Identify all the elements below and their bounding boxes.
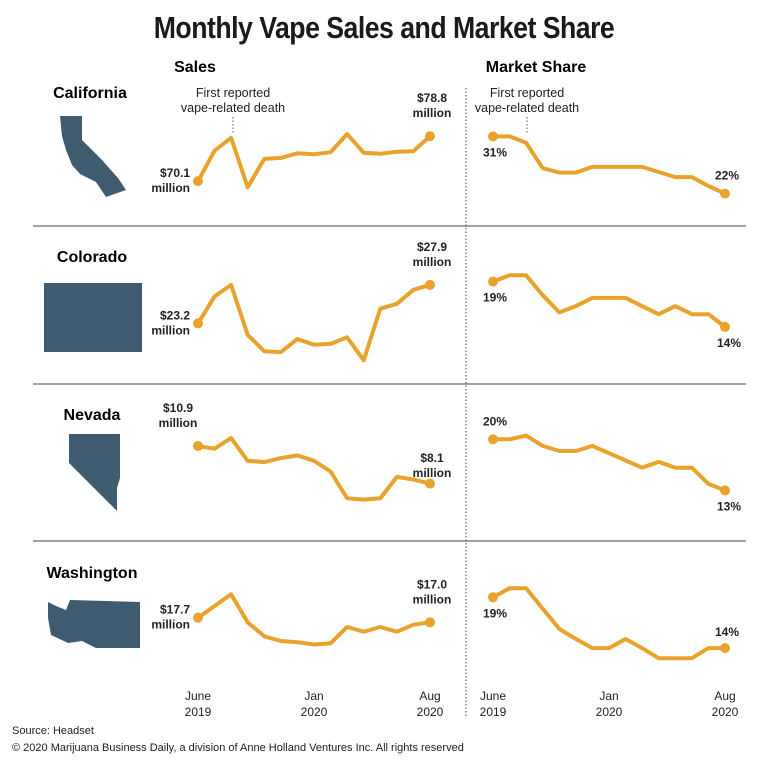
california-sales-start-label: $70.1: [160, 166, 190, 180]
washington-sales-start-label: million: [151, 618, 190, 632]
x-tick-label: Aug: [419, 689, 440, 703]
nevada-share-start-label: 20%: [483, 414, 507, 428]
california-share-end-label: 22%: [715, 169, 739, 183]
california-share-start-point: [488, 131, 498, 142]
nevada-sales-start-label: $10.9: [163, 401, 193, 415]
colorado-map-icon: [44, 283, 142, 352]
sales-annotation-line1: First reported: [196, 86, 270, 100]
washington-sales-end-label: million: [413, 592, 452, 606]
colorado-sales-start-label: $23.2: [160, 308, 190, 322]
nevada-map-icon: [69, 434, 120, 511]
colorado-share-end-label: 14%: [717, 336, 741, 350]
x-tick-label: Aug: [714, 689, 735, 703]
nevada-share-end-label: 13%: [717, 499, 741, 513]
washington-map-icon: [48, 600, 140, 648]
x-tick-label: June: [185, 689, 211, 703]
nevada-sales-end-label: million: [413, 466, 452, 480]
colorado-sales-end-label: million: [413, 255, 452, 269]
copyright-note: © 2020 Marijuana Business Daily, a divis…: [12, 742, 464, 754]
colorado-share-start-label: 19%: [483, 291, 507, 305]
washington-sales-start-point: [193, 612, 203, 623]
state-name-california: California: [53, 85, 127, 102]
state-name-colorado: Colorado: [57, 249, 127, 266]
washington-share-end-point: [720, 643, 730, 654]
california-share-end-point: [720, 188, 730, 199]
colorado-sales-start-label: million: [151, 323, 190, 337]
x-tick-label: Jan: [599, 689, 618, 703]
washington-sales-end-label: $17.0: [417, 577, 447, 591]
california-sales-start-label: million: [151, 181, 190, 195]
california-sales-end-label: million: [413, 106, 452, 120]
x-tick-label: 2020: [301, 705, 328, 719]
california-sales-end-point: [425, 131, 435, 142]
washington-sales-start-label: $17.7: [160, 603, 190, 617]
sales-annotation-line2: vape-related death: [181, 101, 285, 115]
state-name-washington: Washington: [47, 565, 138, 582]
california-sales-start-point: [193, 176, 203, 187]
chart-title: Monthly Vape Sales and Market Share: [153, 10, 615, 45]
colorado-sales-start-point: [193, 318, 203, 329]
x-tick-label: 2020: [596, 705, 623, 719]
x-tick-label: June: [480, 689, 506, 703]
share-annotation-line2: vape-related death: [475, 101, 579, 115]
share-annotation-line1: First reported: [490, 86, 564, 100]
x-tick-label: 2020: [417, 705, 444, 719]
colorado-share-line: [491, 273, 727, 329]
california-share-start-label: 31%: [483, 145, 507, 159]
x-tick-label: Jan: [304, 689, 323, 703]
colorado-sales-end-point: [425, 279, 435, 290]
washington-share-line: [491, 586, 727, 661]
nevada-sales-line: [196, 436, 432, 502]
nevada-sales-start-label: million: [159, 416, 198, 430]
chart-marks: $70.1million$78.8million31%22%$23.2milli…: [151, 91, 741, 661]
california-share-line: [491, 134, 727, 196]
california-map-icon: [60, 116, 126, 197]
washington-share-start-point: [488, 592, 498, 603]
washington-share-end-label: 14%: [715, 625, 739, 639]
nevada-sales-start-point: [193, 441, 203, 452]
washington-sales-line: [196, 592, 432, 647]
x-tick-label: 2019: [185, 705, 212, 719]
share-column-header: Market Share: [486, 59, 587, 76]
california-sales-line: [196, 132, 432, 190]
nevada-share-line: [491, 433, 727, 493]
source-note: Source: Headset: [12, 725, 94, 737]
x-tick-label: 2019: [480, 705, 507, 719]
sales-column-header: Sales: [174, 59, 216, 76]
x-tick-label: 2020: [712, 705, 739, 719]
washington-share-start-label: 19%: [483, 606, 507, 620]
colorado-share-end-point: [720, 321, 730, 332]
nevada-sales-end-point: [425, 478, 435, 489]
washington-sales-end-point: [425, 617, 435, 628]
colorado-share-start-point: [488, 276, 498, 287]
colorado-sales-line: [196, 282, 432, 363]
california-sales-end-label: $78.8: [417, 91, 447, 105]
colorado-sales-end-label: $27.9: [417, 240, 447, 254]
state-name-nevada: Nevada: [64, 407, 121, 424]
nevada-sales-end-label: $8.1: [420, 451, 444, 465]
nevada-share-end-point: [720, 485, 730, 496]
nevada-share-start-point: [488, 434, 498, 445]
